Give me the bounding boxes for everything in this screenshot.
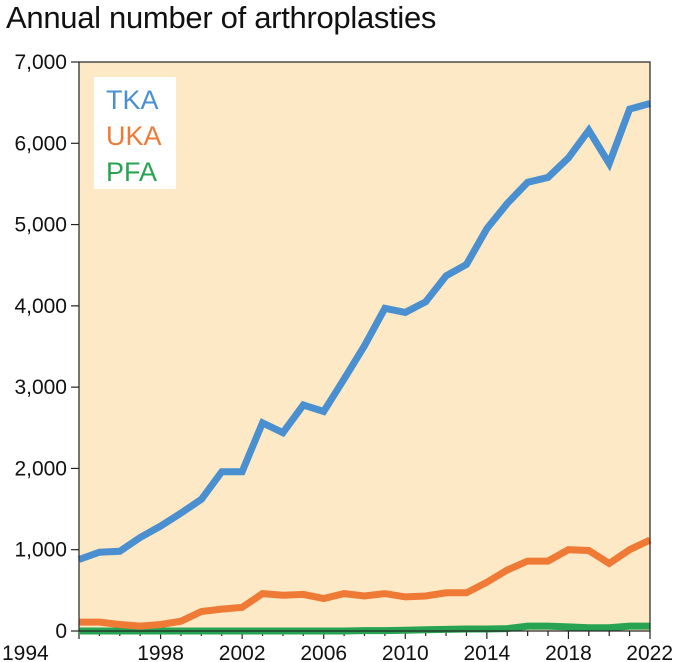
series-line-uka (79, 536, 652, 630)
y-tick-label: 3,000 (14, 376, 67, 399)
x-tick-label: 2002 (219, 642, 266, 662)
x-tick-label: 1994 (2, 642, 49, 662)
legend: TKA UKA PFA (94, 77, 176, 189)
x-tick-label: 2010 (382, 642, 429, 662)
x-tick-label: 2006 (300, 642, 347, 662)
legend-item-tka: TKA (106, 85, 159, 115)
legend-item-pfa: PFA (106, 157, 157, 187)
y-tick-label: 2,000 (14, 457, 67, 480)
y-axis-ticks: 0 1,000 2,000 3,000 4,000 5,000 6,000 7,000 (14, 51, 79, 643)
y-tick-label: 0 (55, 620, 67, 643)
legend-item-uka: UKA (106, 121, 162, 151)
plot-frame (78, 61, 651, 632)
y-tick-label: 1,000 (14, 539, 67, 562)
chart-title: Annual number of arthroplasties (6, 0, 437, 35)
y-tick-label: 7,000 (14, 51, 67, 74)
x-axis-ticks: 1994 1998 2002 2006 2010 2014 2018 2022 (2, 631, 673, 662)
y-tick-label: 6,000 (14, 132, 67, 155)
series-line-tka (77, 100, 651, 563)
y-tick-label: 4,000 (14, 295, 67, 318)
x-tick-label: 2018 (545, 642, 592, 662)
y-tick-label: 5,000 (14, 214, 67, 237)
legend-box (94, 77, 176, 189)
x-tick-label: 2022 (626, 642, 673, 662)
x-tick-label: 2014 (463, 642, 510, 662)
x-tick-label: 1998 (137, 642, 184, 662)
